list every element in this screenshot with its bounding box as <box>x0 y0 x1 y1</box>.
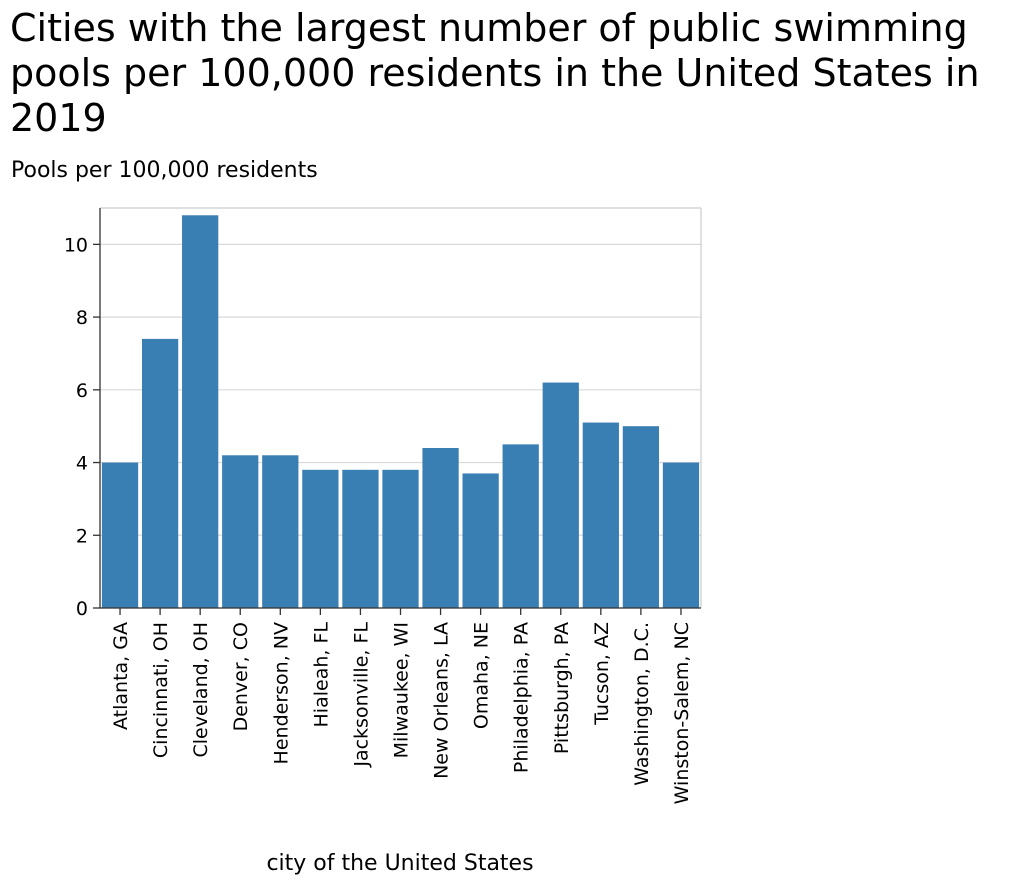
x-tick-label: Henderson, NV <box>270 622 292 764</box>
bar <box>262 455 299 608</box>
bar <box>542 382 579 608</box>
bar <box>302 469 339 608</box>
x-tick-label: Winston-Salem, NC <box>671 622 693 804</box>
bar <box>222 455 259 608</box>
y-tick-label: 10 <box>64 234 88 256</box>
x-axis-label: city of the United States <box>266 851 533 876</box>
x-axis: Atlanta, GA Cincinnati, OH Cleveland, OH De… <box>110 608 693 804</box>
x-tick-label: Pittsburgh, PA <box>551 622 573 754</box>
bar <box>462 473 499 608</box>
bars <box>101 215 700 609</box>
x-tick-label: Omaha, NE <box>471 622 493 729</box>
bar <box>582 422 619 608</box>
x-tick-label: Milwaukee, WI <box>391 622 413 758</box>
y-axis-label: Pools per 100,000 residents <box>11 158 318 183</box>
bar <box>502 444 539 608</box>
y-tick-label: 4 <box>76 453 88 475</box>
x-tick-label: Hialeah, FL <box>310 622 332 728</box>
bar <box>662 462 700 608</box>
bar <box>622 426 660 608</box>
x-tick-label: Cincinnati, OH <box>150 622 172 758</box>
chart-title: Cities with the largest number of public… <box>10 6 980 140</box>
y-tick-label: 8 <box>76 307 88 329</box>
bar <box>382 469 419 608</box>
bar <box>182 215 219 609</box>
x-tick-label: Atlanta, GA <box>110 622 132 730</box>
x-tick-label: Cleveland, OH <box>190 622 212 758</box>
y-tick-label: 0 <box>76 598 88 620</box>
x-tick-label: Tucson, AZ <box>591 622 613 726</box>
bar <box>141 338 179 608</box>
bar <box>342 469 379 608</box>
bar <box>422 448 459 608</box>
bar <box>101 462 139 608</box>
x-tick-label: Philadelphia, PA <box>511 622 533 773</box>
x-tick-label: Jacksonville, FL <box>350 622 372 768</box>
y-axis: 0 2 4 6 8 10 <box>64 234 100 620</box>
x-tick-label: New Orleans, LA <box>431 622 453 779</box>
y-tick-label: 6 <box>76 380 88 402</box>
x-tick-label: Washington, D.C. <box>631 622 653 786</box>
x-tick-label: Denver, CO <box>230 622 252 731</box>
y-tick-label: 2 <box>76 525 88 547</box>
